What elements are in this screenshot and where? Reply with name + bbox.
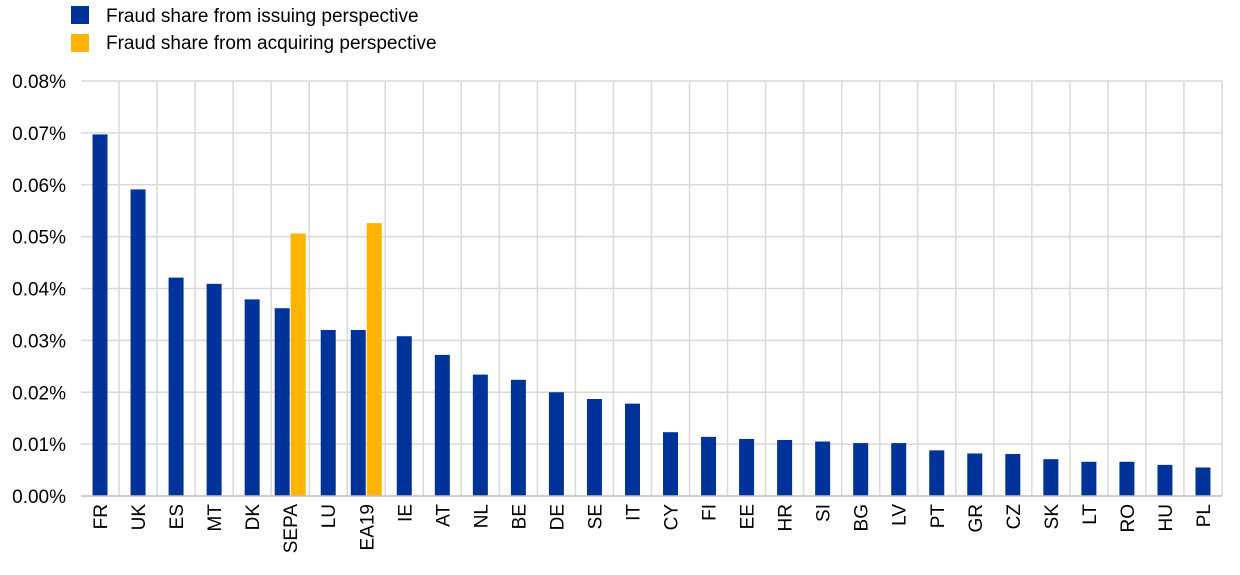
- bars: [92, 134, 1211, 496]
- bar-issuing-at: [434, 354, 450, 496]
- y-tick-label: 0.03%: [12, 331, 66, 352]
- y-tick-label: 0.04%: [12, 280, 66, 301]
- x-tick-label: PL: [1194, 504, 1215, 527]
- x-axis: FR UK ES MT DK SEPA LU EA19 IE AT NL BE DE SE IT CY FI EE…: [81, 495, 1222, 554]
- bar-issuing-ee: [739, 438, 755, 496]
- x-tick-label: FI: [700, 504, 721, 521]
- x-tick-label: LU: [319, 504, 340, 528]
- x-tick-label: FR: [91, 504, 112, 529]
- bar-issuing-gr: [967, 453, 983, 496]
- bar-issuing-hu: [1157, 464, 1173, 496]
- bar-issuing-lv: [891, 443, 907, 496]
- y-axis: 0.00% 0.01% 0.02% 0.03% 0.04% 0.05% 0.06% 0.07%…: [12, 72, 66, 508]
- bar-issuing-it: [624, 403, 640, 496]
- x-tick-label: EE: [738, 504, 759, 529]
- y-tick-label: 0.08%: [12, 72, 66, 93]
- x-tick-label: BE: [509, 504, 530, 529]
- bar-issuing-lt: [1081, 461, 1097, 496]
- x-tick-label: SEPA: [281, 504, 302, 554]
- x-tick-label: GR: [966, 504, 987, 533]
- bar-issuing-cy: [663, 432, 679, 496]
- bar-issuing-pl: [1195, 467, 1211, 496]
- legend-label-acquiring: Fraud share from acquiring perspective: [106, 33, 437, 54]
- x-tick-label: NL: [471, 504, 492, 528]
- bar-issuing-uk: [130, 189, 146, 496]
- bar-issuing-sk: [1043, 459, 1059, 496]
- x-tick-label: CY: [662, 504, 683, 531]
- y-tick-label: 0.05%: [12, 228, 66, 249]
- bar-issuing-si: [815, 441, 831, 496]
- x-tick-label: CZ: [1004, 504, 1025, 530]
- x-tick-label: RO: [1118, 504, 1139, 533]
- x-tick-label: SI: [814, 504, 835, 522]
- bar-issuing-ro: [1119, 461, 1135, 496]
- x-tick-label: LV: [890, 504, 911, 526]
- bar-issuing-fr: [92, 134, 108, 496]
- bar-issuing-bg: [853, 443, 869, 496]
- x-tick-label: BG: [852, 504, 873, 531]
- legend: Fraud share from issuing perspective Fra…: [71, 6, 437, 54]
- x-tick-label: SE: [585, 504, 606, 529]
- x-tick-label: UK: [129, 504, 150, 531]
- y-tick-label: 0.00%: [12, 487, 66, 508]
- bar-acquiring-ea19: [366, 223, 382, 496]
- y-tick-label: 0.01%: [12, 435, 66, 456]
- x-tick-label: ES: [167, 504, 188, 529]
- bar-issuing-sepa: [274, 308, 290, 496]
- bar-issuing-cz: [1005, 453, 1021, 496]
- bar-issuing-pt: [929, 450, 945, 496]
- bar-issuing-nl: [472, 374, 488, 496]
- y-tick-label: 0.07%: [12, 124, 66, 145]
- bar-issuing-ie: [396, 336, 412, 496]
- bar-issuing-be: [510, 379, 526, 496]
- bar-issuing-lu: [320, 330, 336, 496]
- gridlines: [81, 80, 1223, 496]
- x-tick-label: IT: [623, 504, 644, 521]
- legend-swatch-acquiring: [71, 34, 89, 52]
- legend-swatch-issuing: [71, 6, 89, 24]
- x-tick-label: SK: [1042, 504, 1063, 530]
- x-tick-label: IE: [395, 504, 416, 522]
- bar-issuing-ea19: [350, 330, 366, 496]
- x-tick-label: DK: [243, 504, 264, 531]
- bar-issuing-de: [548, 392, 564, 496]
- x-tick-label: HU: [1156, 504, 1177, 531]
- x-tick-label: HR: [776, 504, 797, 531]
- x-tick-label: AT: [433, 504, 454, 527]
- y-tick-label: 0.06%: [12, 176, 66, 197]
- bar-issuing-dk: [244, 299, 260, 496]
- bar-issuing-se: [586, 398, 602, 496]
- bar-issuing-fi: [701, 436, 717, 496]
- x-tick-label: MT: [205, 504, 226, 532]
- bar-acquiring-sepa: [290, 233, 306, 496]
- y-tick-label: 0.02%: [12, 383, 66, 404]
- x-tick-label: EA19: [357, 504, 378, 550]
- bar-issuing-hr: [777, 439, 793, 496]
- legend-label-issuing: Fraud share from issuing perspective: [106, 6, 419, 27]
- bar-issuing-mt: [206, 283, 222, 496]
- x-tick-label: DE: [547, 504, 568, 530]
- x-tick-label: LT: [1080, 504, 1101, 525]
- x-tick-label: PT: [928, 504, 949, 529]
- bar-issuing-es: [168, 277, 184, 496]
